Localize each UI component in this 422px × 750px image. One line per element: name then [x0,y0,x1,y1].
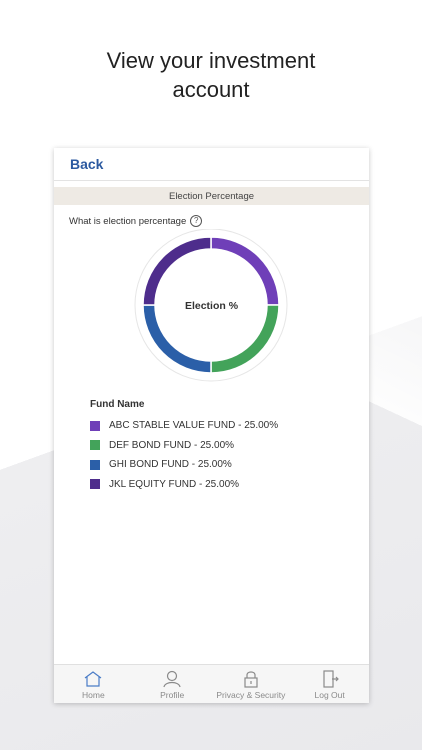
tab-label: Privacy & Security [216,690,286,700]
profile-icon [163,670,181,688]
back-button[interactable]: Back [70,156,104,172]
legend-item: DEF BOND FUND - 25.00% [90,436,369,456]
home-icon [85,671,102,687]
tab-home[interactable]: Home [54,665,133,703]
tab-log-out[interactable]: Log Out [290,665,369,703]
tab-privacy-security[interactable]: Privacy & Security [212,665,291,703]
legend-label: ABC STABLE VALUE FUND - 25.00% [109,420,279,432]
app-screen: Back Election Percentage What is electio… [54,148,369,703]
donut-slice [142,236,212,306]
section-title: Election Percentage [168,190,255,202]
tab-bar: Home Profile Privacy & Security Log Out [54,664,369,703]
lock-icon [244,671,258,688]
question-row: What is election percentage ? [69,215,369,227]
tab-profile[interactable]: Profile [133,665,212,703]
nav-bar: Back [54,148,369,181]
question-text: What is election percentage [69,215,187,227]
tab-label: Log Out [314,690,345,700]
legend-label: JKL EQUITY FUND - 25.00% [109,478,240,490]
legend-swatch [90,420,100,431]
tab-label: Home [82,690,105,700]
chart-center-label: Election % [184,300,239,312]
donut-chart: Election % [54,229,369,389]
marketing-headline: View your investment account [0,46,422,104]
donut-slice [142,304,212,374]
legend: Fund Name ABC STABLE VALUE FUND - 25.00%… [90,399,369,494]
legend-title: Fund Name [90,399,145,410]
legend-item: ABC STABLE VALUE FUND - 25.00% [90,416,369,436]
logout-icon [323,670,339,688]
help-icon[interactable]: ? [190,215,203,227]
donut-slice [210,304,280,374]
legend-label: DEF BOND FUND - 25.00% [109,439,235,451]
donut-slice [210,236,280,306]
headline-line-1: View your investment [106,48,316,73]
section-header: Election Percentage [54,187,369,205]
legend-item: GHI BOND FUND - 25.00% [90,455,369,475]
donut-chart-svg [134,229,288,382]
chart-outer-ring [134,229,288,382]
legend-swatch [90,479,100,490]
legend-item: JKL EQUITY FUND - 25.00% [90,475,369,495]
tab-label: Profile [160,690,185,700]
legend-label: GHI BOND FUND - 25.00% [109,459,232,471]
headline-line-2: account [172,77,250,102]
legend-swatch [90,459,100,470]
legend-swatch [90,440,100,451]
